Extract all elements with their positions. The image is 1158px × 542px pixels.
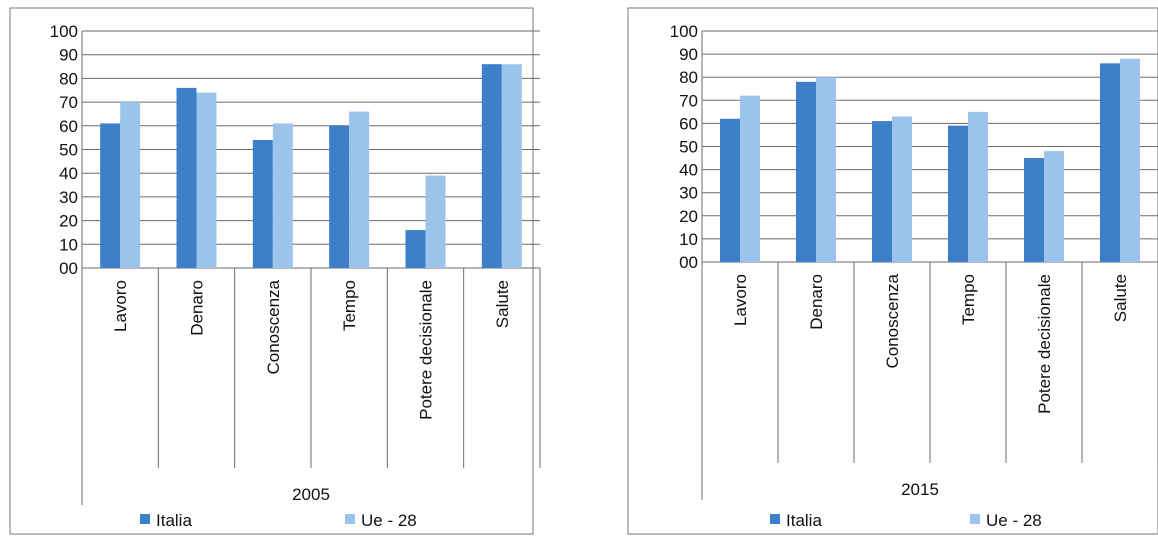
bar-ue-28-3	[968, 111, 988, 262]
y-tick-label: 10	[59, 235, 78, 254]
bar-ue-28-1	[816, 77, 836, 262]
chart-frame	[627, 7, 1158, 535]
bar-italia-3	[948, 125, 968, 263]
y-tick-label: 70	[679, 91, 698, 110]
bar-ue-28-0	[120, 102, 141, 268]
legend-swatch	[345, 514, 355, 524]
category-label: Conoscenza	[264, 279, 283, 374]
y-tick-label: 50	[59, 141, 78, 160]
bar-italia-4	[405, 230, 426, 268]
bar-italia-2	[252, 140, 273, 268]
legend-label: Ue - 28	[361, 511, 417, 530]
category-label: Denaro	[807, 274, 826, 330]
bar-italia-5	[481, 64, 502, 269]
bar-ue-28-5	[1120, 58, 1140, 262]
bar-ue-28-1	[196, 92, 217, 269]
group-label: 2015	[901, 480, 939, 499]
bar-ue-28-0	[740, 95, 760, 263]
y-tick-label: 20	[679, 207, 698, 226]
category-label: Potere decisionale	[417, 280, 436, 420]
y-tick-label: 100	[670, 22, 698, 41]
chart-2: 00 10 20 30 40 50 60 70 80 90 100 Lavoro Denaro Conos…	[627, 7, 1158, 535]
y-tick-label: 60	[679, 114, 698, 133]
category-label: Lavoro	[731, 274, 750, 326]
y-tick-label: 10	[679, 230, 698, 249]
bar-italia-1	[176, 87, 197, 268]
y-tick-label: 100	[50, 22, 78, 41]
category-label: Tempo	[959, 274, 978, 325]
bar-italia-1	[796, 81, 816, 262]
y-tick-label: 50	[679, 138, 698, 157]
y-tick-label: 00	[679, 253, 698, 272]
legend-label: Italia	[156, 511, 192, 530]
category-label: Conoscenza	[883, 273, 902, 368]
legend-swatch	[970, 514, 980, 524]
legend-swatch	[140, 514, 150, 524]
bar-ue-28-2	[272, 123, 293, 269]
y-tick-label: 40	[59, 164, 78, 183]
legend-label: Ue - 28	[986, 511, 1042, 530]
y-tick-label: 30	[59, 188, 78, 207]
bar-italia-0	[720, 118, 740, 262]
legend-label: Italia	[786, 511, 822, 530]
bar-italia-2	[872, 121, 892, 262]
category-label: Salute	[493, 280, 512, 328]
category-label: Tempo	[340, 280, 359, 331]
category-label: Lavoro	[111, 280, 130, 332]
y-tick-label: 30	[679, 184, 698, 203]
category-label: Denaro	[188, 280, 207, 336]
bar-italia-0	[100, 123, 121, 269]
category-label: Potere decisionale	[1035, 274, 1054, 414]
bar-ue-28-5	[501, 64, 522, 269]
chart-frame	[9, 7, 534, 535]
y-tick-label: 80	[59, 69, 78, 88]
group-label: 2005	[292, 485, 330, 504]
chart-1: 00 10 20 30 40 50 60 70 80 90 100 Lavoro Denaro Conos…	[9, 7, 541, 535]
y-tick-label: 60	[59, 117, 78, 136]
bar-ue-28-3	[349, 111, 370, 268]
y-tick-label: 90	[679, 45, 698, 64]
y-tick-label: 80	[679, 68, 698, 87]
category-label: Salute	[1111, 274, 1130, 322]
legend-swatch	[770, 514, 780, 524]
bar-italia-4	[1024, 158, 1044, 262]
y-tick-label: 00	[59, 259, 78, 278]
bar-ue-28-4	[425, 175, 446, 268]
y-tick-label: 20	[59, 212, 78, 231]
bar-italia-3	[329, 125, 350, 268]
y-tick-label: 70	[59, 93, 78, 112]
y-tick-label: 90	[59, 46, 78, 65]
y-tick-label: 40	[679, 161, 698, 180]
bar-ue-28-2	[892, 116, 912, 262]
bar-ue-28-4	[1044, 151, 1064, 262]
bar-italia-5	[1100, 63, 1120, 263]
